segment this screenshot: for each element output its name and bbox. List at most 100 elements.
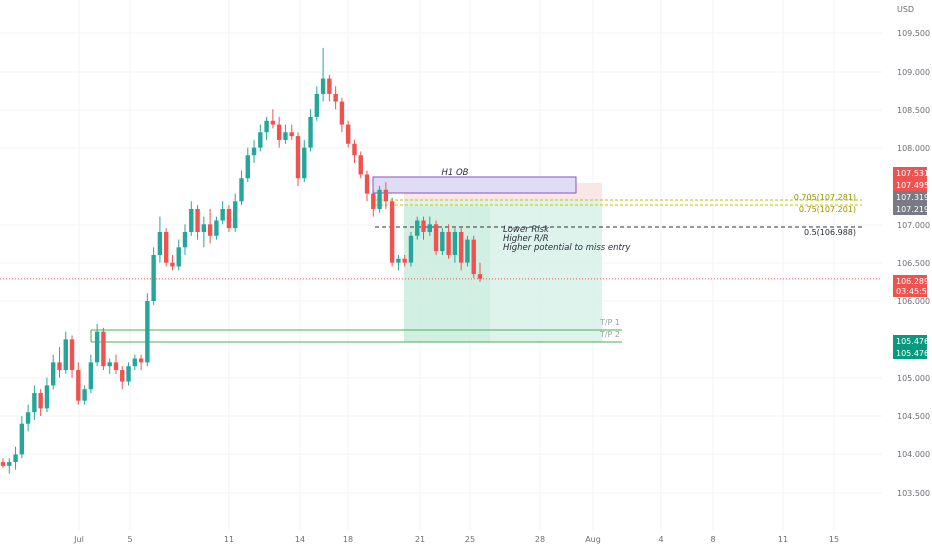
candle-body bbox=[245, 155, 250, 179]
price-tag bbox=[893, 275, 927, 287]
candle-body bbox=[458, 231, 464, 263]
fib-0705-label: 0.705(107.281) bbox=[794, 193, 856, 202]
y-tick-label: 106.000 bbox=[897, 297, 930, 306]
candle-body bbox=[63, 339, 68, 371]
candle-body bbox=[113, 362, 119, 371]
candle-body bbox=[446, 231, 451, 255]
candle-body bbox=[101, 331, 106, 367]
currency-label: USD bbox=[897, 5, 914, 14]
candle-body bbox=[82, 389, 87, 401]
x-tick-label: Jul bbox=[73, 535, 84, 544]
tp1-label: T/P 1 bbox=[599, 318, 620, 327]
x-tick-label: 4 bbox=[658, 535, 663, 544]
y-tick-label: 109.500 bbox=[897, 29, 930, 38]
x-tick-label: 5 bbox=[127, 535, 132, 544]
y-tick-label: 103.500 bbox=[897, 489, 930, 498]
candle-body bbox=[258, 132, 263, 148]
candle-body bbox=[345, 124, 351, 144]
x-tick-label: 28 bbox=[535, 535, 545, 544]
candle-body bbox=[51, 362, 56, 386]
price-tag-label: 105.476 bbox=[896, 349, 929, 358]
price-tag bbox=[893, 285, 927, 297]
candle-body bbox=[207, 224, 213, 236]
candle-body bbox=[377, 189, 382, 209]
y-tick-label: 109.000 bbox=[897, 68, 930, 77]
x-tick-label: 21 bbox=[415, 535, 425, 544]
candle-body bbox=[352, 143, 357, 156]
candle-body bbox=[415, 220, 420, 236]
candle-body bbox=[94, 331, 100, 363]
candle-body bbox=[214, 220, 219, 236]
candle-body bbox=[220, 208, 225, 221]
price-tag bbox=[893, 191, 927, 203]
x-tick-label: 18 bbox=[343, 535, 353, 544]
candle-body bbox=[251, 147, 257, 156]
candle-body bbox=[302, 147, 307, 179]
candle-body bbox=[408, 235, 414, 263]
candle-body bbox=[13, 454, 18, 463]
y-tick-label: 108.500 bbox=[897, 106, 930, 115]
candle-body bbox=[126, 366, 131, 382]
tp2-label: T/P 2 bbox=[599, 330, 620, 339]
candle-body bbox=[289, 132, 294, 137]
candle-body bbox=[38, 393, 43, 409]
price-tag-label: 107.495 bbox=[896, 181, 929, 190]
candle-body bbox=[44, 385, 50, 409]
x-tick-label: 15 bbox=[829, 535, 839, 544]
candle-body bbox=[402, 258, 407, 263]
price-tag-label: 105.476 bbox=[896, 337, 929, 346]
candle-body bbox=[7, 462, 12, 466]
x-tick-label: 11 bbox=[224, 535, 234, 544]
candle-body bbox=[107, 362, 112, 367]
price-tag bbox=[893, 167, 927, 179]
candle-body bbox=[339, 101, 345, 125]
note-missed-entry: Higher potential to miss entry bbox=[503, 243, 631, 253]
y-tick-label: 108.000 bbox=[897, 144, 930, 153]
price-tag bbox=[893, 335, 927, 347]
candle-body bbox=[396, 258, 401, 263]
candle-body bbox=[276, 124, 282, 140]
candle-body bbox=[226, 208, 232, 229]
candle-body bbox=[471, 239, 476, 275]
note-lower-risk: Lower Risk bbox=[503, 225, 550, 235]
candle-body bbox=[270, 120, 276, 125]
y-tick-label: 106.500 bbox=[897, 259, 930, 268]
x-tick-label: 8 bbox=[710, 535, 715, 544]
x-tick-label: 14 bbox=[295, 535, 305, 544]
candle-body bbox=[132, 358, 138, 367]
candle-body bbox=[358, 155, 363, 175]
candle-body bbox=[189, 208, 194, 232]
candle-body bbox=[145, 301, 150, 363]
price-tag bbox=[893, 179, 927, 191]
candle-body bbox=[295, 136, 301, 179]
candle-body bbox=[333, 93, 338, 102]
candle-body bbox=[364, 174, 370, 194]
y-tick-label: 104.000 bbox=[897, 450, 930, 459]
candle-body bbox=[383, 189, 389, 202]
candle-body bbox=[138, 358, 144, 363]
candle-body bbox=[163, 231, 169, 263]
candle-body bbox=[465, 239, 470, 263]
candle-body bbox=[320, 78, 326, 94]
candle-body bbox=[182, 231, 188, 248]
candle-body bbox=[427, 224, 432, 232]
candle-body bbox=[308, 116, 313, 148]
candle-body bbox=[264, 120, 269, 133]
candle-body bbox=[327, 78, 332, 94]
candle-body bbox=[195, 208, 200, 232]
y-tick-label: 105.000 bbox=[897, 374, 930, 383]
x-tick-label: Aug bbox=[585, 535, 601, 544]
candle-body bbox=[452, 231, 458, 255]
candle-body bbox=[201, 224, 207, 232]
candle-body bbox=[120, 370, 125, 382]
candle-body bbox=[57, 362, 62, 371]
candle-body bbox=[389, 201, 395, 263]
y-tick-label: 107.000 bbox=[897, 221, 930, 230]
candle-body bbox=[176, 247, 181, 267]
candle-body bbox=[233, 201, 238, 229]
candle-body bbox=[88, 362, 94, 390]
ob-label: H1 OB bbox=[441, 168, 468, 178]
y-tick-label: 104.500 bbox=[897, 412, 930, 421]
price-tag-label: 03:45:56 bbox=[896, 287, 932, 296]
